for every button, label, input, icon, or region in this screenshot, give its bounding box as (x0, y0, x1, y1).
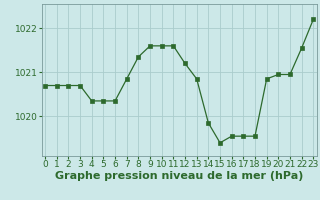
X-axis label: Graphe pression niveau de la mer (hPa): Graphe pression niveau de la mer (hPa) (55, 171, 303, 181)
